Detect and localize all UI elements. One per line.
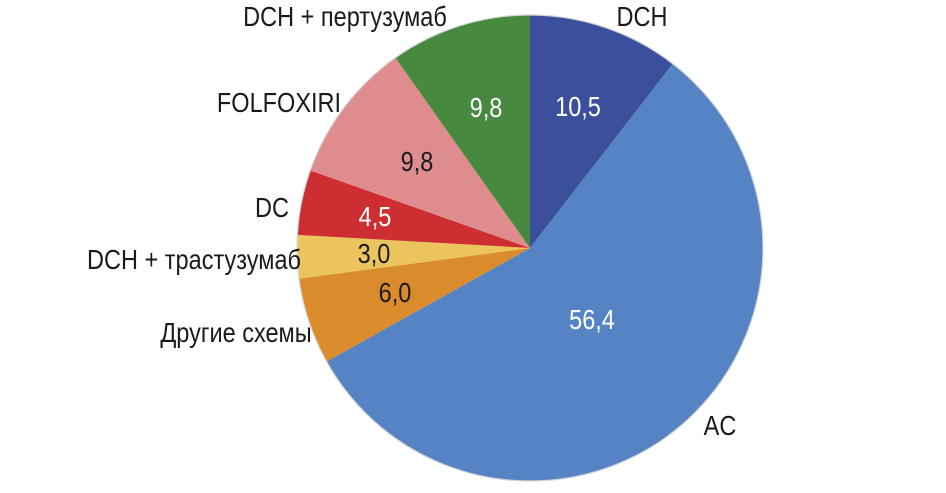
slice-label-ac: AC <box>703 410 737 441</box>
pie-slice-2 <box>299 248 530 362</box>
slice-value-dch-trastuzumab: 3,0 <box>357 237 391 269</box>
slice-label-dch: DCH <box>616 1 668 32</box>
pie-slice-4 <box>297 170 530 248</box>
slice-value-dch-pertuzumab: 9,8 <box>469 92 502 124</box>
pie-slice-5 <box>310 57 530 248</box>
slice-value-dch: 10,5 <box>555 90 602 122</box>
pie-slice-0 <box>530 15 673 248</box>
pie-outline <box>296 14 764 482</box>
slice-label-dch-pertuzumab: DCH + пертузумаб <box>243 1 447 32</box>
slice-value-ac: 56,4 <box>569 304 616 336</box>
pie-slice-3 <box>296 234 530 279</box>
pie-slice-6 <box>395 15 530 248</box>
slice-value-dc: 4,5 <box>358 200 392 232</box>
slice-label-dc: DC <box>255 192 289 223</box>
slice-label-other-schemes: Другие схемы <box>160 317 312 348</box>
slice-value-other-schemes: 6,0 <box>378 276 412 308</box>
pie-slice-1 <box>326 63 763 481</box>
slice-value-folfoxiri: 9,8 <box>400 146 433 178</box>
slice-label-folfoxiri: FOLFOXIRI <box>216 87 342 118</box>
slice-label-dch-trastuzumab: DCH + трастузумаб <box>87 244 301 275</box>
